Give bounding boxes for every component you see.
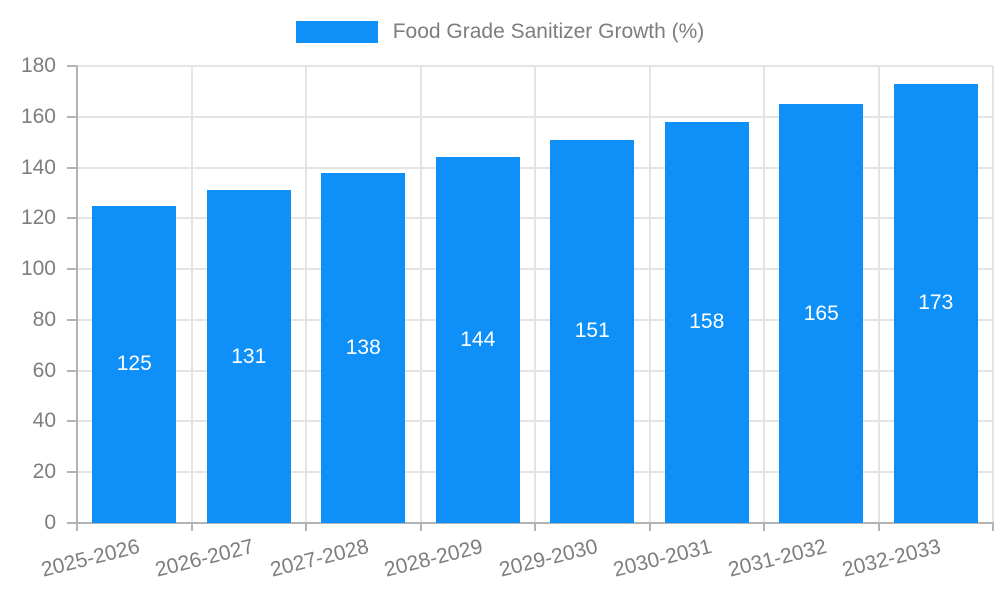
x-axis-tick [534,523,536,531]
bar[interactable]: 125 [92,205,177,523]
v-gridline [190,66,193,523]
x-axis-line [76,522,994,524]
y-axis-tick [67,268,77,271]
y-axis-tick-label: 20 [32,460,56,484]
bar-value-label: 173 [918,291,954,315]
bar[interactable]: 165 [779,104,864,523]
y-axis-tick [67,420,77,423]
v-gridline [763,66,765,523]
x-axis-category-label: 2025-2026 [38,535,142,582]
x-axis-category-label: 2030-2031 [611,535,715,582]
x-axis-tick [648,523,651,531]
bar[interactable]: 144 [435,157,520,523]
y-axis-tick-label: 80 [32,307,56,331]
x-axis-category-label: 2028-2029 [382,535,486,582]
y-axis-tick [67,115,77,118]
bar-value-label: 138 [345,335,381,359]
x-axis-tick [763,523,765,531]
bar[interactable]: 158 [664,121,749,523]
x-axis-tick [305,523,307,531]
y-axis-tick-label: 0 [44,511,56,534]
bar[interactable]: 131 [206,190,291,523]
x-axis-category-label: 2026-2027 [153,535,257,582]
y-axis-tick [67,522,77,524]
bar-value-label: 125 [116,352,152,376]
bar[interactable]: 173 [893,83,978,523]
legend-swatch [295,21,378,43]
legend-label: Food Grade Sanitizer Growth (%) [392,20,705,43]
y-axis-tick [67,471,77,474]
y-axis-tick-label: 120 [20,206,56,230]
y-axis-tick [67,318,77,321]
y-axis-tick-label: 60 [32,358,56,382]
v-gridline [992,66,994,523]
v-gridline [648,66,651,523]
y-axis-tick [67,369,77,372]
y-axis-tick [67,166,77,169]
bar-value-label: 165 [803,301,839,325]
bar-value-label: 144 [460,328,496,352]
y-axis-tick-label: 100 [20,257,56,281]
bar-value-label: 131 [231,344,267,368]
bar-value-label: 158 [689,310,725,334]
y-axis-tick [67,65,77,67]
x-axis-tick [190,523,193,531]
v-gridline [419,66,422,523]
bar[interactable]: 138 [321,172,406,523]
y-axis-line [76,66,78,523]
v-gridline [877,66,880,523]
y-axis-tick-label: 160 [20,104,56,128]
y-axis-tick-label: 180 [20,54,56,77]
x-axis-tick [877,523,880,531]
legend-item[interactable]: Food Grade Sanitizer Growth (%) [0,20,1000,44]
y-axis-tick [67,217,77,220]
bar-value-label: 151 [574,319,610,343]
x-axis-category-label: 2032-2033 [840,535,944,582]
bar[interactable]: 151 [550,139,635,523]
x-axis-tick [419,523,422,531]
x-axis-tick [992,523,994,531]
y-axis-tick-label: 40 [32,409,56,433]
v-gridline [305,66,307,523]
x-axis-category-label: 2031-2032 [725,535,829,582]
v-gridline [534,66,536,523]
x-axis-tick [76,523,78,531]
x-axis-category-label: 2029-2030 [496,535,600,582]
x-axis-category-label: 2027-2028 [267,535,371,582]
y-axis-tick-label: 140 [20,155,56,179]
